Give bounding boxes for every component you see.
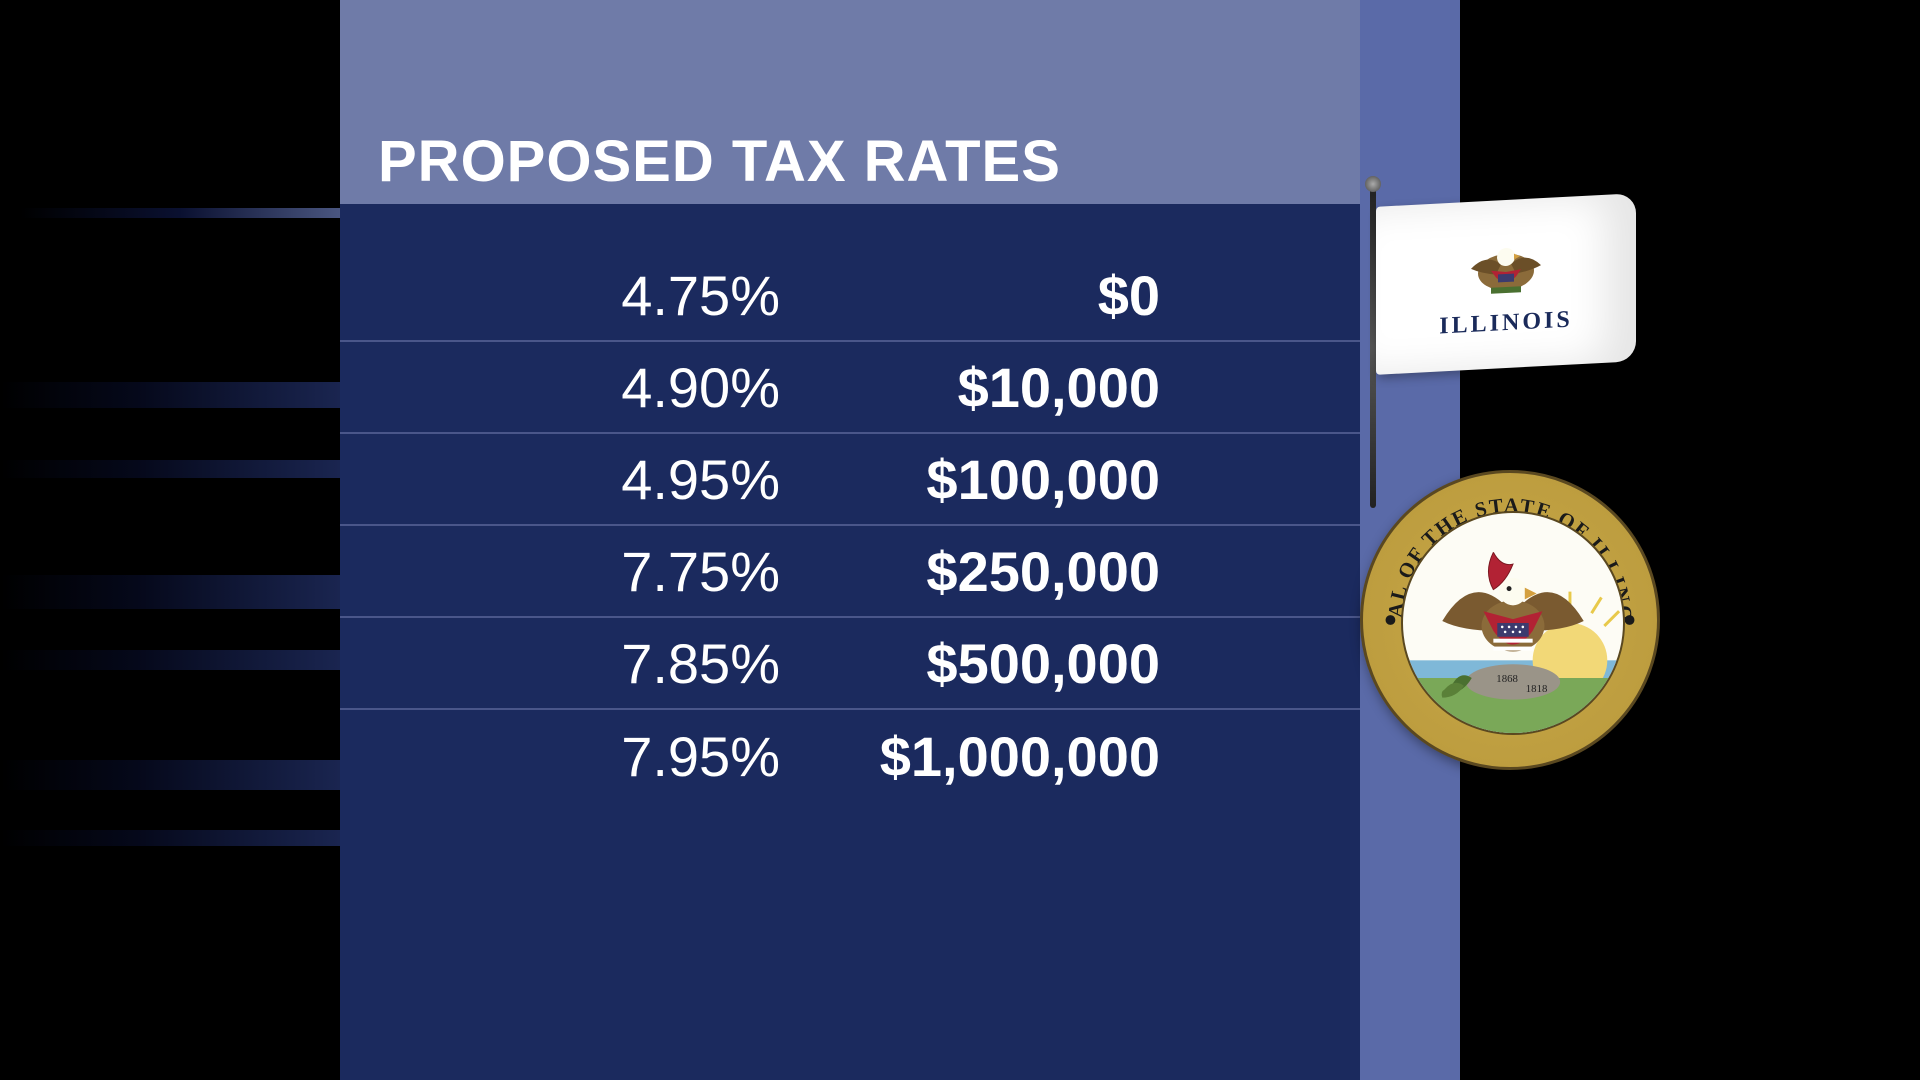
- stripe: [0, 382, 340, 408]
- illinois-state-seal: SEAL OF THE STATE OF ILLINOIS AUG. 26TH …: [1360, 470, 1660, 770]
- eagle-icon: [1456, 229, 1556, 304]
- flag-label: ILLINOIS: [1439, 306, 1572, 340]
- flag-cloth: ILLINOIS: [1376, 193, 1636, 375]
- seal-scene-icon: 1868 1818: [1403, 513, 1623, 733]
- threshold-cell: $1,000,000: [800, 724, 1300, 789]
- tax-rate-table: 4.75% $0 4.90% $10,000 4.95% $100,000 7.…: [340, 250, 1360, 802]
- table-row: 7.85% $500,000: [340, 618, 1360, 710]
- threshold-cell: $250,000: [800, 539, 1300, 604]
- page-title: PROPOSED TAX RATES: [378, 128, 1061, 195]
- table-row: 4.95% $100,000: [340, 434, 1360, 526]
- stripe: [0, 575, 340, 609]
- threshold-cell: $100,000: [800, 447, 1300, 512]
- threshold-cell: $500,000: [800, 631, 1300, 696]
- flagpole-finial: [1365, 176, 1381, 192]
- seal-year1: 1868: [1496, 673, 1518, 685]
- threshold-cell: $0: [800, 263, 1300, 328]
- rate-cell: 7.95%: [380, 724, 800, 789]
- stripe: [0, 830, 340, 846]
- rate-cell: 4.75%: [380, 263, 800, 328]
- table-row: 4.75% $0: [340, 250, 1360, 342]
- threshold-cell: $10,000: [800, 355, 1300, 420]
- seal-year2: 1818: [1526, 683, 1548, 695]
- illinois-flag: ILLINOIS: [1370, 188, 1650, 388]
- stripe: [0, 650, 340, 670]
- table-row: 4.90% $10,000: [340, 342, 1360, 434]
- rate-cell: 7.75%: [380, 539, 800, 604]
- rate-cell: 4.95%: [380, 447, 800, 512]
- stripe: [0, 760, 340, 790]
- table-row: 7.75% $250,000: [340, 526, 1360, 618]
- rate-cell: 7.85%: [380, 631, 800, 696]
- seal-outer-ring: SEAL OF THE STATE OF ILLINOIS AUG. 26TH …: [1360, 470, 1660, 770]
- table-row: 7.95% $1,000,000: [340, 710, 1360, 802]
- stripe: [0, 460, 340, 478]
- rate-cell: 4.90%: [380, 355, 800, 420]
- header-stripe: [20, 208, 340, 218]
- seal-inner: 1868 1818: [1401, 511, 1625, 735]
